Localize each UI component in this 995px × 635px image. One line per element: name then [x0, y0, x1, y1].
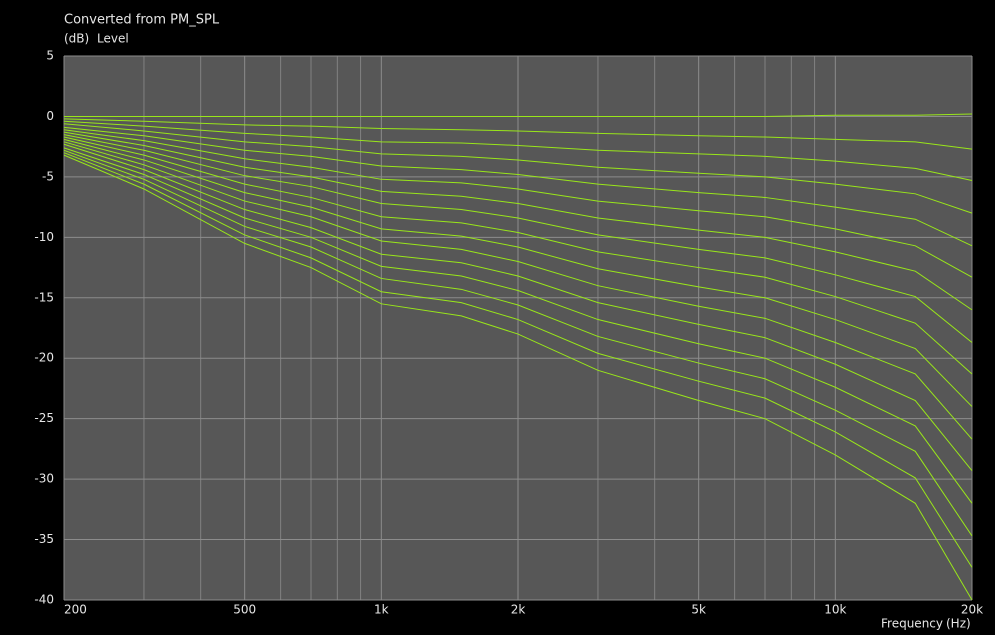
curve — [63, 118, 973, 150]
y-tick-label: -25 — [34, 411, 54, 425]
y-tick-label: -30 — [34, 472, 54, 486]
curve — [63, 136, 973, 375]
chart-title: Converted from PM_SPL — [64, 13, 220, 28]
y-tick-label: -15 — [34, 290, 54, 304]
curve — [64, 113, 973, 117]
y-tick-label: -35 — [34, 532, 54, 546]
y-tick-label: -20 — [34, 351, 54, 365]
x-tick-label: 5k — [691, 603, 706, 617]
y-tick-label: 0 — [46, 109, 54, 123]
curve — [63, 152, 973, 568]
curve — [63, 120, 973, 182]
curve — [63, 123, 973, 214]
curve — [63, 147, 973, 504]
x-tick-label: 500 — [233, 603, 256, 617]
y-tick-label: -10 — [34, 230, 54, 244]
curve — [63, 129, 973, 278]
x-label: Frequency — [881, 617, 943, 631]
curve — [63, 154, 973, 601]
y-unit: (dB) — [64, 32, 89, 46]
curve — [63, 126, 973, 247]
curve — [63, 131, 973, 311]
curve — [63, 134, 973, 343]
y-tick-label: -40 — [34, 593, 54, 607]
curve — [63, 141, 973, 440]
x-tick-label: 10k — [824, 603, 846, 617]
y-tick-label: 5 — [46, 49, 54, 63]
curve — [63, 138, 973, 407]
curve — [63, 149, 973, 537]
x-tick-label: 1k — [374, 603, 389, 617]
x-unit: (Hz) — [946, 617, 971, 631]
y-tick-label: -5 — [42, 169, 54, 183]
curve — [63, 143, 973, 471]
y-label: Level — [97, 32, 129, 46]
x-tick-label: 200 — [64, 603, 87, 617]
x-tick-label: 20k — [961, 603, 983, 617]
x-tick-label: 2k — [511, 603, 526, 617]
